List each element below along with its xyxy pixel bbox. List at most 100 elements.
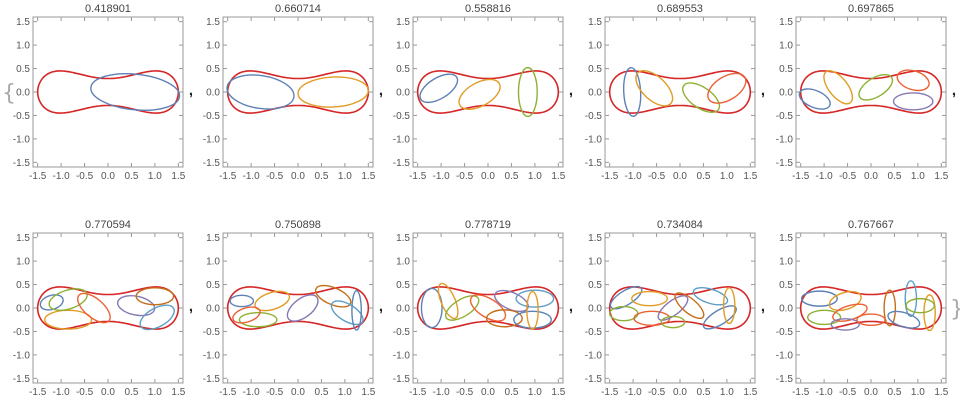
ellipse xyxy=(469,294,507,322)
y-tick-label: 1.0 xyxy=(206,41,220,52)
y-tick-label: -1.5 xyxy=(13,374,31,385)
ellipse xyxy=(657,295,689,321)
y-tick-label: 0.0 xyxy=(206,88,220,99)
boundary-curve xyxy=(608,70,752,114)
x-tick-label: -1.0 xyxy=(625,387,643,398)
y-tick-label: 0.0 xyxy=(396,88,410,99)
ellipse xyxy=(702,305,737,330)
ellipse xyxy=(823,70,854,105)
plot-title: 0.558816 xyxy=(465,3,511,15)
x-tick-label: 1.5 xyxy=(551,387,565,398)
x-tick-label: -1.5 xyxy=(792,387,810,398)
ellipse xyxy=(800,290,838,307)
ellipse xyxy=(226,74,295,110)
list-separator: , xyxy=(189,298,193,315)
y-tick-label: 0.5 xyxy=(206,280,220,291)
y-tick-label: -1.5 xyxy=(393,374,411,385)
ellipse xyxy=(892,92,934,111)
plot-title: 0.767667 xyxy=(848,219,894,231)
ellipse xyxy=(437,282,459,320)
ellipse xyxy=(622,66,642,118)
list-separator: , xyxy=(952,82,956,99)
plot-title: 0.689553 xyxy=(657,3,703,15)
y-tick-label: 0.0 xyxy=(206,304,220,315)
plot-frame xyxy=(32,16,184,168)
x-tick-label: -1.5 xyxy=(29,171,47,182)
y-tick-label: -0.5 xyxy=(393,111,411,122)
x-tick-label: 1.5 xyxy=(361,387,375,398)
x-tick-label: 1.5 xyxy=(934,387,948,398)
x-tick-label: 0.5 xyxy=(314,387,328,398)
ellipse xyxy=(635,70,674,107)
ellipse xyxy=(798,88,831,110)
y-tick-label: 0.5 xyxy=(396,64,410,75)
y-tick-label: 0.5 xyxy=(588,280,602,291)
plot-title: 0.418901 xyxy=(85,3,131,15)
x-tick-label: -1.0 xyxy=(243,171,261,182)
ellipse xyxy=(494,289,529,313)
y-tick-label: -0.5 xyxy=(13,111,31,122)
x-tick-label: 1.0 xyxy=(148,171,162,182)
open-brace: { xyxy=(2,81,16,106)
x-tick-label: 1.0 xyxy=(911,387,925,398)
x-tick-label: 1.5 xyxy=(171,171,185,182)
x-tick-label: 0.5 xyxy=(504,387,518,398)
ellipse xyxy=(90,73,181,111)
y-tick-label: -1.0 xyxy=(776,350,794,361)
y-tick-label: -1.5 xyxy=(585,374,603,385)
ellipse xyxy=(896,69,930,92)
ellipse xyxy=(660,315,686,329)
x-tick-label: 1.0 xyxy=(148,387,162,398)
y-tick-label: 0.0 xyxy=(779,304,793,315)
y-tick-label: 0.5 xyxy=(16,280,30,291)
x-tick-label: 0.0 xyxy=(673,387,687,398)
x-tick-label: -1.5 xyxy=(601,387,619,398)
ellipse xyxy=(444,295,480,321)
x-tick-label: 1.0 xyxy=(720,171,734,182)
x-tick-label: 1.5 xyxy=(171,387,185,398)
x-tick-label: 1.0 xyxy=(528,171,542,182)
ellipse xyxy=(887,310,921,329)
plot-frame xyxy=(412,232,564,384)
x-tick-label: -1.0 xyxy=(53,171,71,182)
ellipse xyxy=(883,289,897,327)
plot-frame xyxy=(604,16,756,168)
x-tick-label: -1.5 xyxy=(219,171,237,182)
y-tick-label: -0.5 xyxy=(585,111,603,122)
x-tick-label: -1.5 xyxy=(792,171,810,182)
y-tick-label: -1.5 xyxy=(393,158,411,169)
ellipse xyxy=(135,287,175,306)
y-tick-label: -1.0 xyxy=(203,350,221,361)
plot-panel-2: -1.5 -1.0 -0.5 0.0 0.5 1.0 1.5 1.5 1.0 0.5 0.0 -0.5… xyxy=(203,3,383,182)
y-tick-label: -1.0 xyxy=(393,350,411,361)
ellipse xyxy=(351,289,362,331)
list-separator: , xyxy=(569,298,573,315)
x-tick-label: -0.5 xyxy=(266,171,284,182)
list-separator: , xyxy=(569,82,573,99)
boundary-curve xyxy=(36,286,180,330)
y-tick-label: 1.5 xyxy=(779,17,793,28)
boundary-curve xyxy=(416,70,560,114)
ellipse xyxy=(139,304,175,331)
ellipse xyxy=(419,73,459,104)
y-tick-label: -1.5 xyxy=(585,158,603,169)
y-tick-label: 1.0 xyxy=(206,257,220,268)
ellipse xyxy=(856,313,886,327)
x-tick-label: 0.5 xyxy=(696,171,710,182)
ellipse xyxy=(858,73,894,101)
x-tick-label: 0.5 xyxy=(314,171,328,182)
y-tick-label: 1.5 xyxy=(16,233,30,244)
x-tick-label: -0.5 xyxy=(648,171,666,182)
y-tick-label: 1.5 xyxy=(206,233,220,244)
ellipse xyxy=(44,309,93,330)
plot-panel-9: -1.5 -1.0 -0.5 0.0 0.5 1.0 1.5 1.5 1.0 0.5 0.0 -0.5… xyxy=(585,219,765,398)
y-tick-label: -1.0 xyxy=(393,134,411,145)
x-tick-label: -0.5 xyxy=(76,387,94,398)
x-tick-label: -0.5 xyxy=(839,387,857,398)
y-tick-label: 0.0 xyxy=(16,88,30,99)
ellipse xyxy=(77,292,111,324)
ellipse xyxy=(232,306,261,324)
y-tick-label: -1.5 xyxy=(203,158,221,169)
x-tick-label: 1.0 xyxy=(720,387,734,398)
ellipse xyxy=(286,294,319,322)
